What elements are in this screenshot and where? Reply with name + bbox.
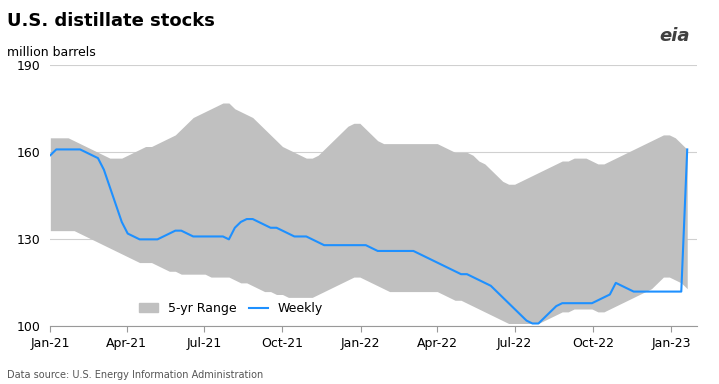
Text: million barrels: million barrels bbox=[7, 46, 96, 59]
Text: eia: eia bbox=[660, 27, 690, 45]
Text: U.S. distillate stocks: U.S. distillate stocks bbox=[7, 12, 215, 30]
Legend: 5-yr Range, Weekly: 5-yr Range, Weekly bbox=[134, 297, 328, 320]
Text: Data source: U.S. Energy Information Administration: Data source: U.S. Energy Information Adm… bbox=[7, 370, 263, 380]
